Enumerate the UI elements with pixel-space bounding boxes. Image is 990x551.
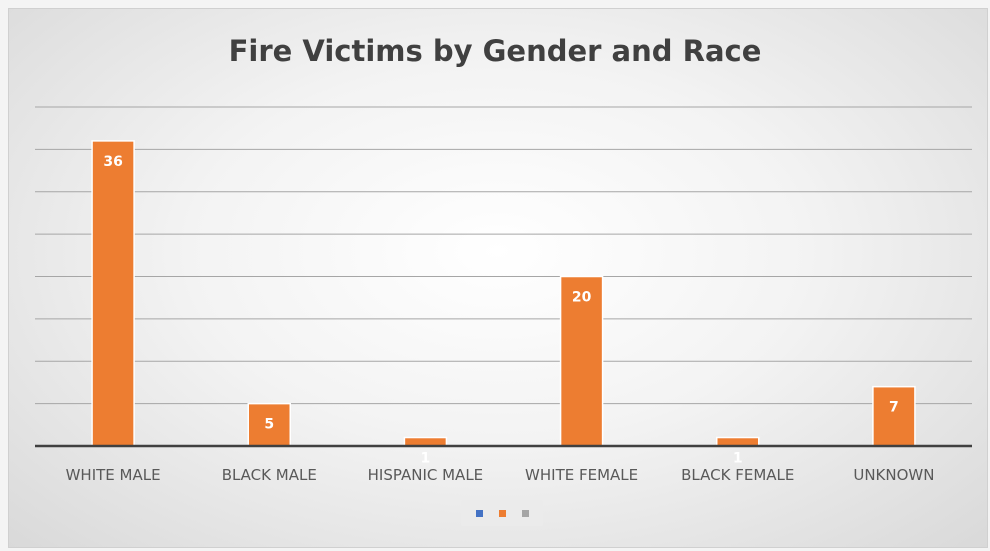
bar-white-female	[559, 275, 604, 447]
category-axis-labels: WHITE MALE BLACK MALE HISPANIC MALE WHITE F…	[66, 466, 935, 484]
chart-area	[8, 8, 988, 548]
data-label: 1	[733, 451, 743, 467]
data-label: 5	[264, 417, 274, 433]
legend-swatch-orange	[499, 510, 506, 517]
gridlines	[35, 106, 972, 405]
bar-black-female	[716, 436, 760, 447]
category-label: BLACK FEMALE	[681, 466, 794, 484]
bar-series	[91, 140, 916, 447]
legend	[461, 500, 543, 526]
bar-white-male	[91, 140, 135, 447]
chart-title: Fire Victims by Gender and Race	[228, 34, 762, 68]
data-label: 7	[889, 400, 899, 416]
legend-swatch-gray	[522, 510, 529, 517]
category-label: WHITE MALE	[66, 466, 161, 484]
data-labels: 36 5 1 20 1 7	[103, 154, 898, 467]
bar-hispanic-male	[403, 436, 448, 447]
data-label: 1	[421, 451, 431, 467]
data-label: 20	[572, 290, 592, 306]
category-label: UNKNOWN	[853, 466, 934, 484]
bar-unknown	[872, 385, 916, 447]
category-label: BLACK MALE	[222, 466, 317, 484]
legend-swatch-blue	[476, 510, 483, 517]
category-label: HISPANIC MALE	[368, 466, 484, 484]
bar-black-male	[247, 402, 291, 447]
category-label: WHITE FEMALE	[525, 466, 638, 484]
data-label: 36	[103, 154, 122, 170]
